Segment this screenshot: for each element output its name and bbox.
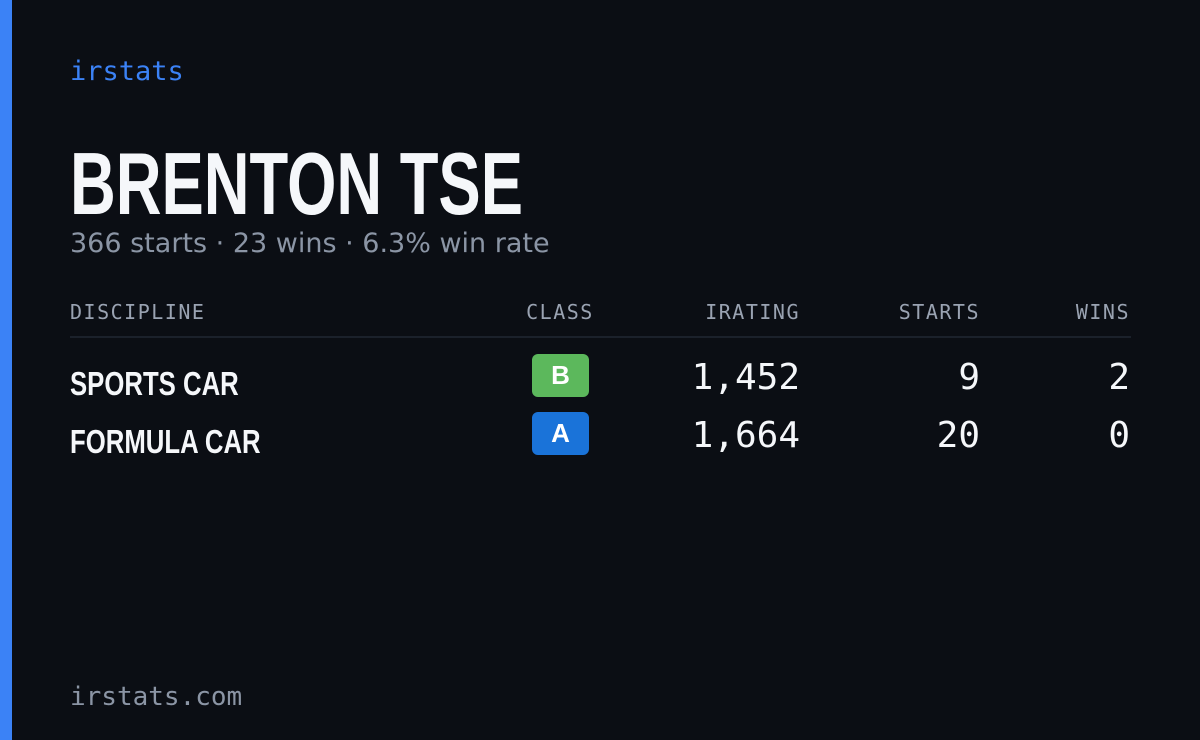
column-header: IRATING	[705, 300, 800, 324]
discipline: SPORTS CAR	[70, 365, 239, 402]
discipline: FORMULA CAR	[70, 423, 261, 460]
column-header: WINS	[1075, 300, 1130, 324]
footer: irstats.com	[70, 682, 243, 712]
driver-name: BRENTON TSE	[70, 134, 523, 233]
driver-summary: 366 starts · 23 wins · 6.3% win rate	[70, 228, 550, 259]
starts: 20	[936, 415, 980, 456]
wins: 0	[1108, 415, 1130, 456]
class-badge: A	[532, 412, 589, 455]
column-header: STARTS	[898, 300, 980, 324]
class-badge: B	[532, 354, 589, 397]
column-header: CLASS	[526, 300, 594, 324]
header-rule	[70, 336, 1131, 338]
wins: 2	[1108, 357, 1130, 398]
irating: 1,452	[691, 357, 800, 398]
accent-bar	[0, 0, 12, 740]
column-header: DISCIPLINE	[70, 300, 206, 324]
irating: 1,664	[691, 415, 800, 456]
starts: 9	[958, 357, 980, 398]
brand: irstats	[70, 56, 184, 87]
